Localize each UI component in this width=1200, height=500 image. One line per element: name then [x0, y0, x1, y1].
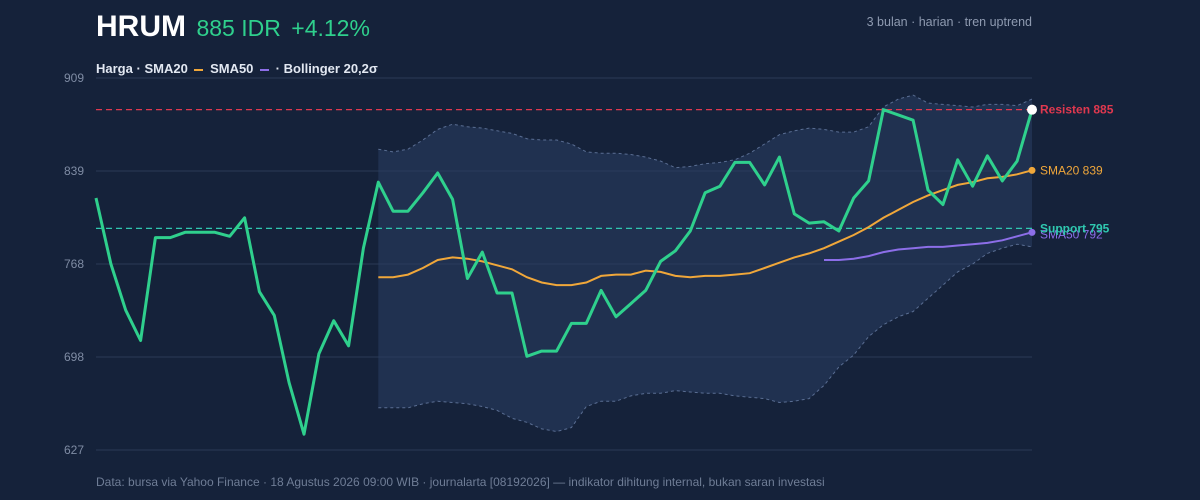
legend-separator: ·	[136, 61, 141, 76]
y-tick-label: 909	[64, 71, 84, 85]
y-tick-label: 698	[64, 350, 84, 364]
chart-header: HRUM 885 IDR +4.12%	[96, 10, 370, 44]
legend-sma50: SMA50	[210, 61, 254, 76]
sma20-end-marker	[1028, 166, 1036, 174]
price-change: +4.12%	[291, 15, 370, 41]
period-info: 3 bulan · harian · tren uptrend	[866, 15, 1032, 29]
sma20-end-label: SMA20 839	[1040, 163, 1103, 177]
sma50-line	[824, 231, 1033, 261]
chart-legend: Harga · SMA20 SMA50 · Bollinger 20,2σ	[96, 61, 378, 76]
legend-separator: ·	[275, 61, 281, 76]
ticker-symbol: HRUM	[96, 10, 186, 43]
bollinger-upper-line	[378, 94, 1033, 169]
sma50-end-label: SMA50 792	[1040, 227, 1103, 241]
data-source-footer: Data: bursa via Yahoo Finance · 18 Agust…	[96, 475, 825, 489]
legend-sma20: SMA20	[144, 61, 188, 76]
price-line	[94, 108, 1034, 436]
legend-bollinger: Bollinger 20,2σ	[283, 61, 378, 76]
resistance-label: Resisten 885	[1040, 103, 1114, 117]
support-label: Support 795	[1040, 221, 1110, 235]
sma50-end-marker	[1028, 228, 1036, 236]
price-end-marker	[1027, 104, 1037, 115]
legend-sma20-swatch	[194, 68, 204, 71]
y-tick-label: 839	[64, 164, 84, 178]
y-tick-label: 627	[64, 443, 84, 457]
legend-price: Harga	[96, 61, 133, 76]
legend-sma50-swatch	[260, 68, 270, 71]
y-tick-label: 768	[64, 257, 84, 271]
bollinger-lower-line	[378, 243, 1033, 433]
last-price: 885 IDR	[196, 15, 281, 41]
